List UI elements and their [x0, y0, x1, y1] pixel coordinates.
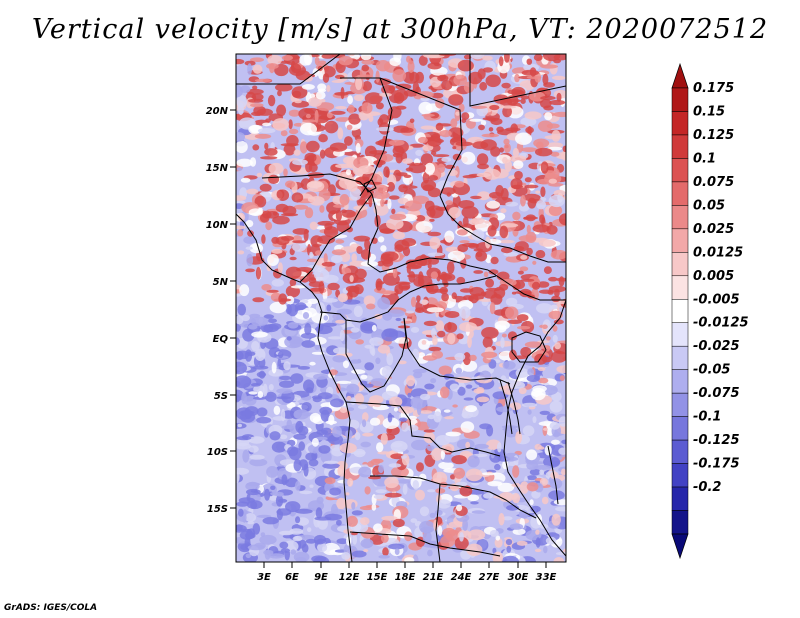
- colorbar-box: [671, 392, 689, 417]
- colorbar-box: [671, 510, 689, 535]
- velocity-field: [236, 54, 566, 562]
- lat-label-10n: 10N: [206, 220, 229, 231]
- lon-label-6e: 6E: [285, 572, 299, 583]
- border-gabon-congo: [345, 317, 407, 393]
- border-ssudan: [487, 269, 566, 301]
- colorbar-label: 0.125: [693, 128, 734, 143]
- lon-label-27e: 27E: [479, 572, 500, 583]
- colorbar-box: [671, 228, 689, 253]
- colorbar-top-arrow: [671, 62, 689, 89]
- border-n4: [469, 54, 566, 107]
- colorbar-box: [671, 369, 689, 394]
- lon-label-3e: 3E: [257, 572, 271, 583]
- colorbar-box: [671, 181, 689, 206]
- colorbar-labels: 0.175 0.15 0.125 0.1 0.075 0.05 0.025 0.0125 0.0…: [693, 81, 749, 495]
- colorbar-box: [671, 111, 689, 136]
- lon-label-12e: 12E: [339, 572, 360, 583]
- colorbar-label: 0.1: [693, 151, 716, 166]
- border-n3: [379, 77, 463, 197]
- colorbar-box: [671, 158, 689, 183]
- border-angola-s: [370, 475, 461, 487]
- border-drc-e: [403, 317, 511, 385]
- map-title: Vertical velocity [m/s] at 300hPa, VT: 2…: [31, 14, 769, 45]
- border-zambia: [459, 485, 537, 519]
- coastlines-and-borders: [236, 54, 566, 562]
- lon-label-18e: 18E: [395, 572, 416, 583]
- lon-label-9e: 9E: [314, 572, 328, 583]
- colorbar-bottom-arrow: [671, 533, 689, 560]
- colorbar-label: -0.025: [693, 339, 740, 354]
- border-angola-n: [345, 401, 501, 457]
- lat-label-10s: 10S: [207, 447, 228, 458]
- colorbar-box: [671, 252, 689, 277]
- colorbar-label: -0.0125: [693, 316, 749, 331]
- colorbar-label: 0.15: [693, 104, 725, 119]
- lake-tanganyika-e: [507, 381, 521, 435]
- colorbar-label: -0.005: [693, 292, 740, 307]
- border-south: [349, 531, 501, 557]
- grads-credit: GrADS: IGES/COLA: [4, 603, 98, 613]
- colorbar-box: [671, 134, 689, 159]
- lake-tanganyika: [499, 379, 513, 435]
- field-patches: [236, 54, 566, 562]
- border-sahel: [261, 173, 373, 195]
- colorbar-box: [671, 299, 689, 323]
- colorbar-label: 0.025: [693, 222, 734, 237]
- colorbar-label: -0.125: [693, 433, 740, 448]
- colorbar-label: 0.005: [693, 269, 734, 284]
- colorbar-box: [671, 416, 689, 441]
- colorbar-label: -0.175: [693, 457, 740, 472]
- colorbar-label: 0.075: [693, 175, 734, 190]
- border-n1: [236, 54, 341, 85]
- lat-label-eq: EQ: [213, 334, 229, 345]
- border-nigeria: [299, 193, 373, 283]
- plot-frame: [235, 53, 567, 563]
- axis-ticks: [230, 109, 547, 568]
- colorbar-label: 0.175: [693, 81, 734, 96]
- colorbar-label: -0.05: [693, 363, 730, 378]
- colorbar-label: -0.075: [693, 386, 740, 401]
- lon-label-24e: 24E: [451, 572, 472, 583]
- colorbar: 0.175 0.15 0.125 0.1 0.075 0.05 0.025 0.0125 0.0…: [671, 62, 749, 560]
- border-car: [367, 193, 489, 273]
- colorbar-label: 0.05: [693, 198, 725, 213]
- colorbar-box: [671, 463, 689, 488]
- lake-chad: [363, 179, 377, 193]
- latitude-labels: 20N 15N 10N 5N EQ 5S 10S 15S: [206, 106, 229, 515]
- west-coastline: [236, 213, 347, 403]
- lat-label-5s: 5S: [214, 391, 228, 402]
- colorbar-label: -0.1: [693, 410, 721, 425]
- lat-label-15n: 15N: [206, 163, 229, 174]
- colorbar-box: [671, 439, 689, 464]
- colorbar-label: 0.0125: [693, 245, 743, 260]
- colorbar-box: [671, 486, 689, 511]
- colorbar-box: [671, 87, 689, 112]
- border-sudan: [439, 195, 566, 263]
- east-coastline: [503, 299, 566, 557]
- lon-label-15e: 15E: [367, 572, 388, 583]
- colorbar-box: [671, 275, 689, 300]
- south-coastline: [343, 401, 353, 562]
- colorbar-boxes: [671, 62, 689, 560]
- longitude-labels: 3E 6E 9E 12E 15E 18E 21E 24E 27E 30E 33E: [257, 572, 556, 583]
- lat-label-15s: 15S: [207, 504, 228, 515]
- lon-label-21e: 21E: [423, 572, 444, 583]
- colorbar-box: [671, 205, 689, 230]
- lat-label-5n: 5N: [213, 277, 229, 288]
- lon-label-30e: 30E: [508, 572, 529, 583]
- colorbar-label: -0.2: [693, 480, 721, 495]
- lat-label-20n: 20N: [206, 106, 229, 117]
- lon-label-33e: 33E: [536, 572, 557, 583]
- lake-malawi: [547, 445, 559, 505]
- lake-victoria: [511, 331, 547, 363]
- colorbar-box: [671, 345, 689, 370]
- colorbar-box: [671, 322, 689, 347]
